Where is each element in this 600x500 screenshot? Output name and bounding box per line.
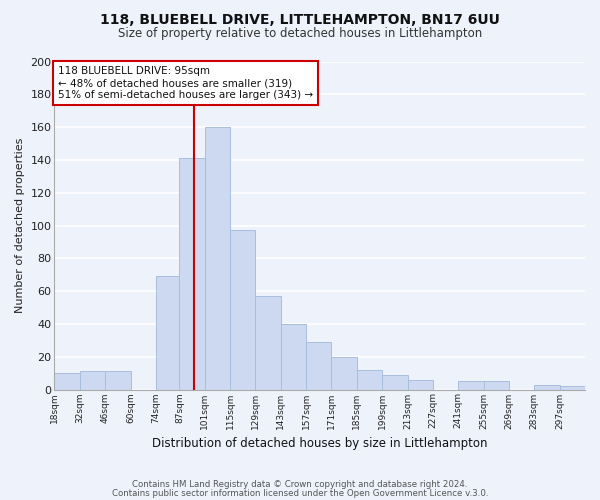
Bar	[306, 342, 331, 390]
Bar	[534, 384, 560, 390]
Bar	[205, 127, 230, 390]
Text: Contains HM Land Registry data © Crown copyright and database right 2024.: Contains HM Land Registry data © Crown c…	[132, 480, 468, 489]
Bar	[357, 370, 382, 390]
Bar	[281, 324, 306, 390]
Text: Contains public sector information licensed under the Open Government Licence v.: Contains public sector information licen…	[112, 488, 488, 498]
Text: 118, BLUEBELL DRIVE, LITTLEHAMPTON, BN17 6UU: 118, BLUEBELL DRIVE, LITTLEHAMPTON, BN17…	[100, 12, 500, 26]
Bar	[256, 296, 281, 390]
Bar	[156, 276, 179, 390]
Text: 118 BLUEBELL DRIVE: 95sqm
← 48% of detached houses are smaller (319)
51% of semi: 118 BLUEBELL DRIVE: 95sqm ← 48% of detac…	[58, 66, 313, 100]
Bar	[80, 372, 105, 390]
Bar	[382, 375, 407, 390]
Text: Size of property relative to detached houses in Littlehampton: Size of property relative to detached ho…	[118, 28, 482, 40]
Bar	[179, 158, 205, 390]
Y-axis label: Number of detached properties: Number of detached properties	[15, 138, 25, 313]
Bar	[407, 380, 433, 390]
Bar	[560, 386, 585, 390]
Bar	[230, 230, 256, 390]
Bar	[55, 373, 80, 390]
X-axis label: Distribution of detached houses by size in Littlehampton: Distribution of detached houses by size …	[152, 437, 487, 450]
Bar	[484, 382, 509, 390]
Bar	[331, 356, 357, 390]
Bar	[458, 382, 484, 390]
Bar	[105, 372, 131, 390]
